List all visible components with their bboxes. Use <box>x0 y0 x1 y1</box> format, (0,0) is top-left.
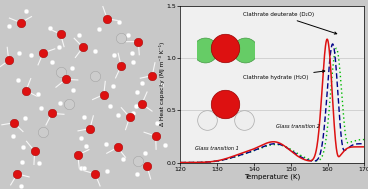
Point <box>101 93 107 96</box>
Point <box>130 60 135 63</box>
Point <box>32 150 38 153</box>
Point <box>131 112 137 115</box>
Point <box>202 49 208 52</box>
Point <box>135 159 141 162</box>
Point <box>80 46 86 49</box>
Point <box>92 172 98 175</box>
Point <box>14 172 20 175</box>
Point <box>15 79 21 82</box>
Point <box>81 166 87 169</box>
Point <box>129 51 135 54</box>
Point <box>116 20 122 23</box>
Point <box>84 144 89 147</box>
Point <box>35 92 41 95</box>
Point <box>118 36 124 39</box>
Point <box>104 169 110 172</box>
Point <box>134 172 140 175</box>
Point <box>103 143 109 146</box>
Point <box>18 21 24 24</box>
Point <box>23 9 29 12</box>
Point <box>38 107 44 110</box>
Point <box>6 25 12 28</box>
Point <box>149 74 155 77</box>
Point <box>92 49 98 52</box>
Point <box>153 135 159 138</box>
Point <box>10 135 16 138</box>
Point <box>96 27 102 30</box>
Point <box>142 152 148 155</box>
Point <box>118 65 124 68</box>
Point <box>18 185 24 188</box>
Point <box>23 89 29 92</box>
Y-axis label: Δ Heat capacity (MJ m⁻³ K⁻¹): Δ Heat capacity (MJ m⁻³ K⁻¹) <box>159 42 165 126</box>
Point <box>57 70 63 73</box>
Point <box>57 102 63 105</box>
Point <box>139 102 145 105</box>
Point <box>40 131 46 134</box>
Point <box>92 74 98 77</box>
Point <box>133 104 139 107</box>
Point <box>127 116 132 119</box>
Point <box>125 33 131 36</box>
Point <box>110 84 116 88</box>
Point <box>28 53 34 57</box>
Point <box>139 81 145 84</box>
Point <box>66 102 72 105</box>
Point <box>162 143 168 146</box>
Point <box>78 166 84 169</box>
Point <box>107 104 113 107</box>
X-axis label: Temperature (K): Temperature (K) <box>244 174 300 180</box>
Point <box>40 51 46 54</box>
Text: Glass transition 2: Glass transition 2 <box>276 124 320 129</box>
Point <box>115 114 121 117</box>
Text: Clathrate deuterate (D₂O): Clathrate deuterate (D₂O) <box>243 12 337 34</box>
Point <box>222 103 228 106</box>
Point <box>63 78 69 81</box>
Point <box>144 165 150 168</box>
Point <box>20 146 26 149</box>
Point <box>75 153 81 156</box>
Point <box>78 136 84 139</box>
Point <box>49 60 55 64</box>
Point <box>153 121 159 124</box>
Point <box>135 90 141 93</box>
Point <box>57 33 63 36</box>
Point <box>76 33 82 36</box>
Point <box>69 66 75 69</box>
Text: Glass transition 1: Glass transition 1 <box>195 146 239 151</box>
Point <box>158 83 164 86</box>
Point <box>241 119 247 122</box>
Point <box>111 54 117 57</box>
Point <box>104 17 110 20</box>
Point <box>222 46 228 50</box>
Point <box>57 46 63 49</box>
Point <box>87 127 93 130</box>
Point <box>16 52 22 55</box>
Text: Clathrate hydrate (H₂O): Clathrate hydrate (H₂O) <box>243 70 325 80</box>
Point <box>115 146 121 149</box>
Point <box>243 49 248 52</box>
Point <box>204 119 210 122</box>
Point <box>82 115 88 118</box>
Point <box>22 116 28 119</box>
Point <box>11 121 17 124</box>
Point <box>70 89 76 92</box>
Point <box>120 158 126 161</box>
Point <box>36 162 42 165</box>
Point <box>19 160 25 163</box>
Point <box>47 26 53 29</box>
Point <box>49 112 55 115</box>
Point <box>135 40 141 43</box>
Point <box>6 59 12 62</box>
